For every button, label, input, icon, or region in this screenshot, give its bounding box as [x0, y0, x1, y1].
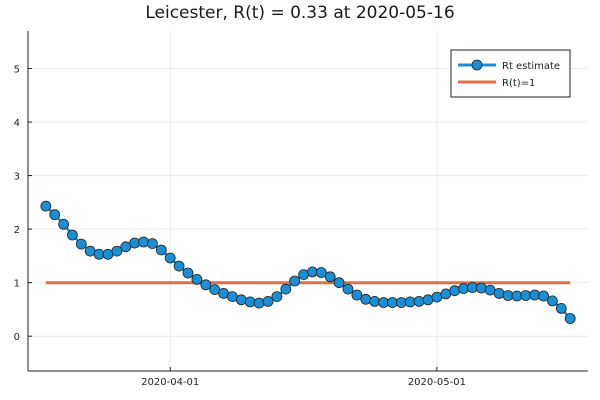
rt-estimate-point [369, 295, 381, 307]
rt-estimate-point [289, 275, 301, 287]
y-tick-label: 3 [14, 172, 20, 183]
rt-estimate-point [164, 252, 176, 264]
rt-estimate-point [155, 244, 167, 256]
rt-estimate-point [271, 291, 283, 303]
rt-estimate-point [333, 277, 345, 289]
rt-estimate-point [146, 238, 158, 250]
rt-estimate-point [67, 229, 78, 241]
rt-estimate-point [84, 245, 96, 257]
rt-estimate-point [209, 284, 221, 296]
legend-marker-rt-estimate [471, 59, 483, 71]
y-tick-label: 1 [14, 279, 20, 290]
rt-estimate-point [395, 297, 407, 308]
rt-estimate-point [182, 267, 194, 279]
rt-estimate-point [191, 273, 203, 285]
rt-estimate-point [520, 290, 532, 301]
rt-estimate-point [306, 266, 318, 278]
rt-estimate-point [262, 295, 274, 307]
rt-estimate-point [173, 260, 185, 272]
rt-estimate-point [58, 218, 69, 230]
rt-estimate-point [280, 283, 292, 295]
rt-estimate-point [342, 283, 354, 295]
rt-estimate-point [235, 294, 247, 306]
rt-estimate-point [138, 236, 150, 248]
rt-estimate-point [466, 282, 478, 293]
rt-estimate-point [200, 279, 212, 291]
rt-estimate-point [244, 296, 256, 308]
legend-label-rt-equals-1: R(t)=1 [502, 78, 535, 89]
rt-estimate-point [547, 295, 558, 307]
rt-estimate-point [93, 248, 105, 260]
rt-estimate-point [529, 289, 541, 301]
y-tick-label: 0 [14, 332, 20, 343]
legend-label-rt-estimate: Rt estimate [502, 61, 560, 72]
y-tick-label: 5 [14, 64, 20, 75]
chart-title: Leicester, R(t) = 0.33 at 2020-05-16 [145, 3, 454, 23]
rt-estimate-point [120, 241, 132, 253]
series-layer [40, 200, 576, 324]
rt-estimate-point [475, 282, 487, 294]
rt-estimate-point [511, 290, 523, 302]
legend-box [450, 49, 571, 98]
y-tick-label: 4 [14, 118, 20, 129]
rt-estimate-point [404, 296, 416, 308]
rt-estimate-point [413, 295, 425, 307]
rt-estimate-point [315, 267, 327, 278]
rt-estimate-point [449, 285, 461, 297]
rt-estimate-point [484, 284, 496, 296]
rt-estimate-point [75, 238, 87, 250]
rt-estimate-point [555, 302, 567, 314]
rt-estimate-point [422, 294, 434, 306]
rt-estimate-point [564, 313, 576, 324]
tick-labels: 0 1 2 3 4 5 2020-04-01 2020-05-01 [14, 64, 466, 388]
rt-estimate-point [502, 290, 514, 301]
rt-estimate-point [538, 290, 549, 302]
rt-estimate-point [49, 209, 61, 221]
axes [27, 31, 588, 372]
rt-estimate-point [226, 291, 238, 303]
rt-estimate-point [324, 271, 336, 283]
rt-estimate-point [253, 297, 265, 309]
rt-estimate-point [351, 289, 363, 301]
rt-estimate-point [360, 293, 372, 305]
rt-estimate-point [129, 237, 141, 249]
x-tick-label: 2020-05-01 [408, 377, 466, 388]
rt-estimate-point [440, 288, 452, 300]
rt-estimate-point [102, 248, 114, 260]
y-tick-label: 2 [14, 225, 20, 236]
rt-estimate-point [493, 287, 505, 299]
rt-estimate-point [431, 291, 443, 303]
legend: Rt estimate R(t)=1 [450, 49, 571, 98]
x-tick-label: 2020-04-01 [141, 377, 199, 388]
rt-estimate-point [40, 200, 52, 212]
rt-estimate-point [111, 245, 123, 257]
